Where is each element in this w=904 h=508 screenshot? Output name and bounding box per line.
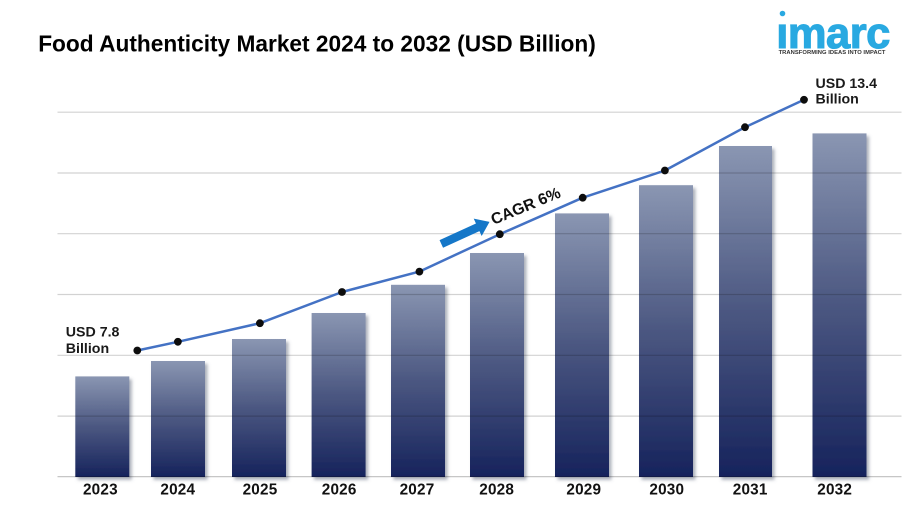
svg-text:2024: 2024: [160, 482, 195, 499]
svg-text:ımarc: ımarc: [776, 10, 890, 58]
svg-text:2026: 2026: [322, 482, 357, 499]
svg-text:2023: 2023: [83, 482, 118, 499]
svg-text:USD 13.4: USD 13.4: [816, 76, 878, 92]
svg-text:2025: 2025: [243, 482, 278, 499]
svg-text:Billion: Billion: [66, 341, 109, 357]
svg-text:2031: 2031: [733, 482, 768, 499]
svg-text:Billion: Billion: [816, 92, 859, 108]
svg-text:Food Authenticity Market 2024: Food Authenticity Market 2024 to 2032 (U…: [38, 31, 596, 57]
svg-text:2030: 2030: [649, 482, 684, 499]
svg-text:2032: 2032: [817, 482, 852, 499]
svg-text:2027: 2027: [400, 482, 435, 499]
svg-text:2028: 2028: [479, 482, 514, 499]
svg-text:TRANSFORMING IDEAS INTO IMPACT: TRANSFORMING IDEAS INTO IMPACT: [779, 50, 886, 56]
svg-text:2029: 2029: [566, 482, 601, 499]
svg-text:USD 7.8: USD 7.8: [66, 325, 120, 341]
